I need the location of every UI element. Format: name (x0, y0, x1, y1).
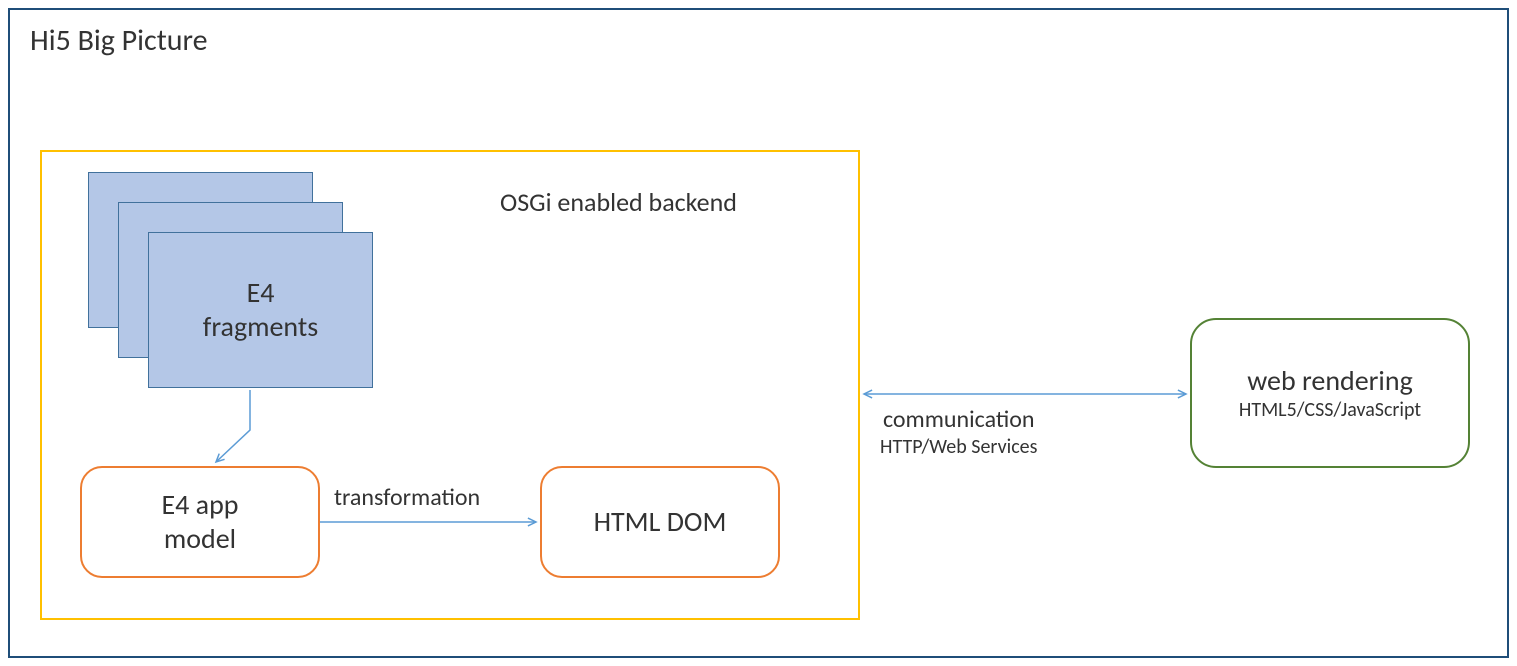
web-rendering-box: web rendering HTML5/CSS/JavaScript (1190, 318, 1470, 468)
html-dom-label: HTML DOM (594, 505, 727, 539)
e4-fragments-label: E4fragments (148, 232, 373, 388)
e4-app-model-box: E4 appmodel (80, 466, 320, 578)
edge-label-transformation-text: transformation (334, 483, 480, 512)
edge-label-communication-text: communication (883, 405, 1035, 434)
page-title: Hi5 Big Picture (30, 22, 208, 59)
web-rendering-sublabel: HTML5/CSS/JavaScript (1239, 398, 1421, 422)
edge-label-communication-sub: HTTP/Web Services (880, 435, 1037, 459)
edge-label-communication: communication HTTP/Web Services (880, 406, 1037, 459)
osgi-backend-label: OSGi enabled backend (500, 186, 737, 218)
html-dom-box: HTML DOM (540, 466, 780, 578)
e4-fragments-stack: E4fragments (88, 172, 373, 388)
edge-label-transformation: transformation (334, 484, 480, 513)
web-rendering-label: web rendering (1247, 364, 1413, 398)
e4-app-model-label: E4 appmodel (161, 488, 238, 555)
